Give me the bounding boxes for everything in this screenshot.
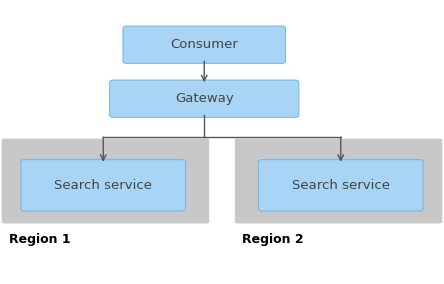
Text: Search service: Search service — [292, 179, 390, 192]
FancyBboxPatch shape — [2, 139, 209, 223]
FancyBboxPatch shape — [110, 80, 299, 117]
Text: Region 1: Region 1 — [9, 233, 71, 246]
Text: Gateway: Gateway — [175, 92, 234, 105]
FancyBboxPatch shape — [235, 139, 442, 223]
Text: Region 2: Region 2 — [242, 233, 304, 246]
FancyBboxPatch shape — [258, 160, 423, 211]
FancyBboxPatch shape — [123, 26, 285, 63]
FancyBboxPatch shape — [21, 160, 186, 211]
Text: Search service: Search service — [54, 179, 152, 192]
Text: Consumer: Consumer — [170, 38, 238, 51]
